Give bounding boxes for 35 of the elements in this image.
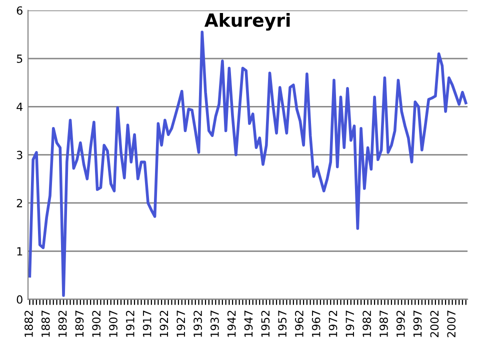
x-tick-label: 1887: [41, 310, 50, 337]
x-tick-label: 1907: [109, 310, 118, 337]
x-tick-label: 2007: [447, 310, 456, 338]
x-tick-label: 2002: [430, 310, 439, 338]
x-tick-label: 1942: [227, 310, 236, 337]
x-tick-label: 1937: [210, 310, 219, 337]
x-tick-label: 1997: [413, 310, 422, 337]
x-tick-label: 1972: [328, 310, 338, 337]
line-series: [28, 30, 468, 297]
x-tick-label: 1992: [396, 310, 405, 337]
y-tick-label: 2: [16, 198, 22, 208]
x-tick-label: 1892: [58, 310, 67, 337]
x-tick-label: 1897: [75, 310, 84, 337]
x-tick-label: 1922: [160, 310, 168, 337]
x-tick-label: 1927: [176, 310, 186, 337]
x-tick-label: 1982: [362, 310, 372, 337]
y-tick-label: 1: [17, 247, 22, 256]
x-tick-label: 1952: [261, 310, 270, 337]
x-tick-label: 1912: [126, 310, 134, 337]
chart-title: Akureyri: [204, 12, 290, 31]
x-tick-label: 1902: [92, 310, 101, 337]
x-tick-label: 1932: [194, 310, 202, 337]
x-tick-label: 1947: [244, 310, 253, 337]
y-tick-label: 5: [16, 54, 22, 63]
y-tick-label: 0: [16, 295, 22, 304]
y-tick-label: 6: [16, 6, 22, 15]
x-tick-label: 1987: [380, 310, 388, 337]
x-tick-label: 1977: [346, 310, 354, 337]
x-tick-label: 1917: [142, 310, 152, 337]
y-tick-label: 3: [16, 150, 22, 160]
x-tick-label: 1967: [312, 310, 320, 337]
x-tick-label: 1882: [24, 310, 33, 337]
y-tick-label: 4: [16, 102, 23, 111]
x-tick-label: 1957: [278, 310, 287, 337]
x-tick-label: 1962: [295, 310, 304, 337]
